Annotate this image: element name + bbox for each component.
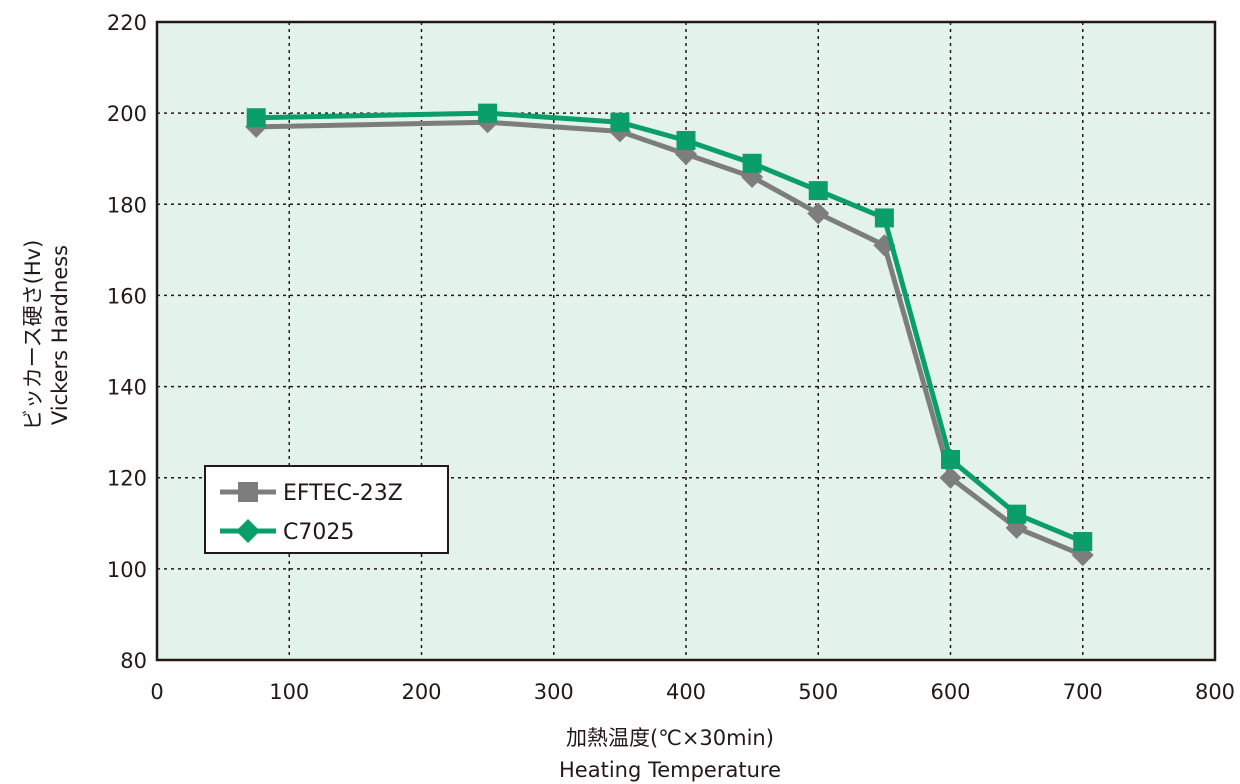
y-tick-label: 220 — [107, 11, 147, 35]
data-point — [874, 208, 894, 228]
x-tick-label: 0 — [150, 680, 163, 704]
data-point — [742, 153, 762, 173]
y-axis-title-en: Vickers Hardness — [48, 245, 72, 425]
x-tick-label: 400 — [666, 680, 706, 704]
y-tick-label: 160 — [107, 284, 147, 308]
x-tick-label: 600 — [930, 680, 970, 704]
data-point — [676, 130, 696, 150]
data-point — [1073, 532, 1093, 552]
data-point — [807, 202, 830, 225]
data-point — [808, 181, 828, 201]
series-c7025 — [246, 103, 1093, 552]
data-point — [1007, 504, 1027, 524]
series-line — [256, 119, 1084, 558]
x-tick-label: 500 — [798, 680, 838, 704]
series-layer — [245, 103, 1094, 567]
plot-frame — [155, 20, 1217, 662]
data-point — [478, 103, 498, 123]
x-tick-label: 800 — [1195, 680, 1235, 704]
series-line — [256, 110, 1084, 544]
legend-marker-c7025 — [236, 519, 260, 543]
x-axis-title-jp: 加熱温度(℃×30min) — [566, 726, 774, 750]
data-point — [246, 108, 266, 128]
x-tick-label: 200 — [401, 680, 441, 704]
y-tick-label: 200 — [107, 102, 147, 126]
x-tick-label: 100 — [269, 680, 309, 704]
y-tick-label: 140 — [107, 376, 147, 400]
y-tick-labels: 80 100 120 140 160 180 200 220 — [107, 11, 147, 673]
y-axis-title-jp: ビッカース硬さ(Hv) — [21, 240, 45, 431]
x-tick-label: 700 — [1063, 680, 1103, 704]
legend-label-c7025: C7025 — [283, 520, 354, 545]
y-tick-label: 80 — [120, 649, 147, 673]
y-tick-label: 180 — [107, 193, 147, 217]
x-tick-labels: 0 100 200 300 400 500 600 700 800 — [150, 680, 1235, 704]
data-point — [939, 466, 962, 489]
legend-label-eftec: EFTEC-23Z — [283, 481, 403, 506]
legend-marker-eftec — [238, 482, 258, 502]
legend: EFTEC-23Z C7025 — [204, 465, 449, 554]
x-tick-label: 300 — [534, 680, 574, 704]
data-point — [941, 449, 960, 469]
x-axis-title-en: Heating Temperature — [559, 758, 781, 782]
data-point — [610, 112, 630, 132]
y-tick-label: 100 — [107, 558, 147, 582]
y-tick-label: 120 — [107, 467, 147, 491]
